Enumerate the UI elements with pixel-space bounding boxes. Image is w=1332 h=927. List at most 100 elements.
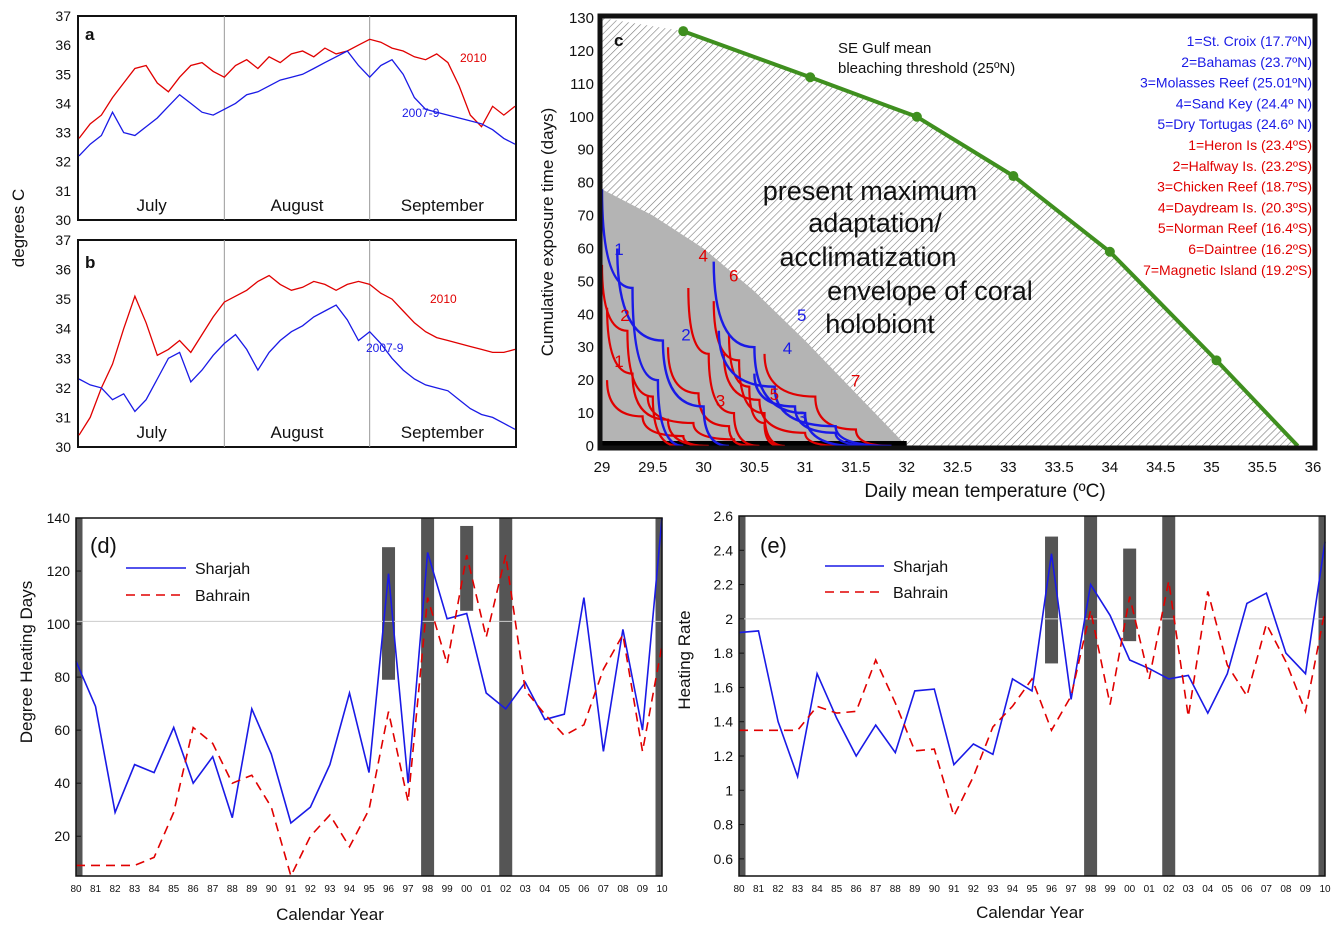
- x-tick-label: 96: [1046, 884, 1058, 895]
- y-tick-label: 20: [577, 372, 594, 389]
- panel-c-ylabel: Cumulative exposure time (days): [538, 108, 557, 356]
- panel-e-xlabel: Calendar Year: [976, 903, 1084, 922]
- panel-c-frame: [597, 13, 1318, 451]
- x-tick-label: 08: [1280, 884, 1292, 895]
- x-tick-label: 99: [1105, 884, 1117, 895]
- x-tick-label: 91: [285, 884, 297, 895]
- panel-e: 80 81 82 83 84 85 86 87 88 89 90 91 92 93 94 95 96 97 98 99…: [675, 508, 1331, 922]
- y-tick-label: 40: [577, 306, 594, 323]
- panel-c-xlabel: Daily mean temperature (ºC): [864, 481, 1105, 502]
- curve-number-label: 6: [729, 266, 738, 285]
- y-tick-label: 30: [577, 339, 594, 356]
- y-tick-label: 1.2: [714, 748, 734, 764]
- event-bar: [76, 518, 83, 876]
- event-bar: [1045, 536, 1059, 664]
- legend-blue-entry: 5=Dry Tortugas (24.6º N): [1157, 116, 1312, 132]
- series-line-2010: [78, 274, 516, 436]
- exposure-curve-blue: [717, 330, 892, 448]
- y-tick-label: 60: [577, 240, 594, 257]
- x-tick-label: 30: [695, 459, 712, 476]
- y-tick-label: 40: [54, 775, 70, 791]
- y-tick-label: 1.4: [714, 714, 734, 730]
- x-tick-label: 93: [987, 884, 999, 895]
- x-tick-label: 95: [363, 884, 375, 895]
- y-tick-label: 50: [577, 273, 594, 290]
- threshold-point: [911, 111, 922, 122]
- x-tick-label: 96: [383, 884, 395, 895]
- curve-number-label: 1: [614, 240, 623, 259]
- x-tick-label: 94: [344, 884, 356, 895]
- panel-d-ylabel: Degree Heating Days: [17, 581, 36, 744]
- month-label: September: [401, 423, 484, 442]
- y-tick-label: 1.8: [714, 645, 734, 661]
- x-tick-label: 87: [870, 884, 882, 895]
- x-tick-label: 35.5: [1248, 459, 1277, 476]
- y-tick-label: 140: [47, 510, 71, 526]
- threshold-point: [1211, 355, 1222, 366]
- x-tick-label: 34.5: [1146, 459, 1175, 476]
- exposure-curve-red: [763, 353, 892, 448]
- panel-d-xlabel: Calendar Year: [276, 905, 384, 924]
- x-tick-label: 03: [1183, 884, 1195, 895]
- x-tick-label: 93: [324, 884, 336, 895]
- x-tick-label: 29.5: [638, 459, 667, 476]
- panel-a-label: a: [85, 25, 95, 44]
- x-tick-label: 07: [598, 884, 610, 895]
- curve-number-label: 4: [783, 339, 792, 358]
- x-tick-label: 85: [168, 884, 180, 895]
- x-tick-label: 33: [1000, 459, 1017, 476]
- y-tick-label: 35: [55, 291, 71, 307]
- curve-number-label: 5: [797, 306, 806, 325]
- month-label: August: [271, 196, 324, 215]
- x-tick-label: 88: [890, 884, 902, 895]
- y-tick-label: 1: [725, 782, 733, 798]
- x-tick-label: 32.5: [943, 459, 972, 476]
- month-label: July: [137, 423, 168, 442]
- exposure-curve-red: [727, 334, 780, 448]
- panel-d-frame: [75, 517, 663, 877]
- x-tick-label: 01: [481, 884, 493, 895]
- y-tick-label: 35: [55, 66, 71, 82]
- series-line-Sharjah: [738, 541, 1326, 780]
- y-tick-label: 80: [577, 175, 594, 192]
- event-bar: [499, 518, 513, 876]
- event-bar: [739, 516, 746, 876]
- x-tick-label: 86: [188, 884, 200, 895]
- x-tick-label: 09: [1300, 884, 1312, 895]
- legend-blue-entry: 1=St. Croix (17.7ºN): [1187, 33, 1312, 49]
- x-tick-label: 06: [578, 884, 590, 895]
- legend-d-bahrain: Bahrain: [195, 588, 250, 605]
- x-tick-label: 04: [539, 884, 551, 895]
- x-tick-label: 31: [797, 459, 814, 476]
- x-tick-label: 08: [617, 884, 629, 895]
- envelope-text-line: envelope of coral: [827, 276, 1033, 306]
- event-bar: [1162, 516, 1176, 876]
- y-tick-label: 36: [55, 262, 71, 278]
- x-tick-label: 89: [909, 884, 921, 895]
- curve-number-label: 4: [698, 247, 707, 266]
- x-tick-label: 97: [1066, 884, 1078, 895]
- curve-number-label: 2: [681, 326, 690, 345]
- panel-c: 29 29.5 30 30.5 31 31.5 32 32.5 33 33.5 34 34.5 35 35…: [538, 10, 1321, 502]
- x-tick-label: 05: [559, 884, 571, 895]
- exposure-curve-blue: [753, 373, 877, 448]
- x-tick-label: 82: [773, 884, 785, 895]
- exposure-curve-blue: [616, 248, 730, 448]
- y-tick-label: 90: [577, 142, 594, 159]
- x-tick-label: 86: [851, 884, 863, 895]
- x-tick-label: 02: [500, 884, 512, 895]
- y-tick-label: 60: [54, 722, 70, 738]
- x-tick-label: 10: [656, 884, 668, 895]
- series-line-2007-9: [78, 50, 516, 157]
- x-tick-label: 82: [110, 884, 122, 895]
- x-tick-label: 33.5: [1044, 459, 1073, 476]
- y-tick-label: 2: [725, 611, 733, 627]
- x-tick-label: 80: [733, 884, 745, 895]
- x-tick-label: 84: [149, 884, 161, 895]
- y-tick-label: 0: [586, 438, 594, 455]
- legend-blue-entry: 2=Bahamas (23.7ºN): [1181, 54, 1312, 70]
- y-tick-label: 110: [570, 76, 594, 93]
- curve-number-label: 2: [620, 306, 629, 325]
- series-line-2010: [78, 38, 516, 139]
